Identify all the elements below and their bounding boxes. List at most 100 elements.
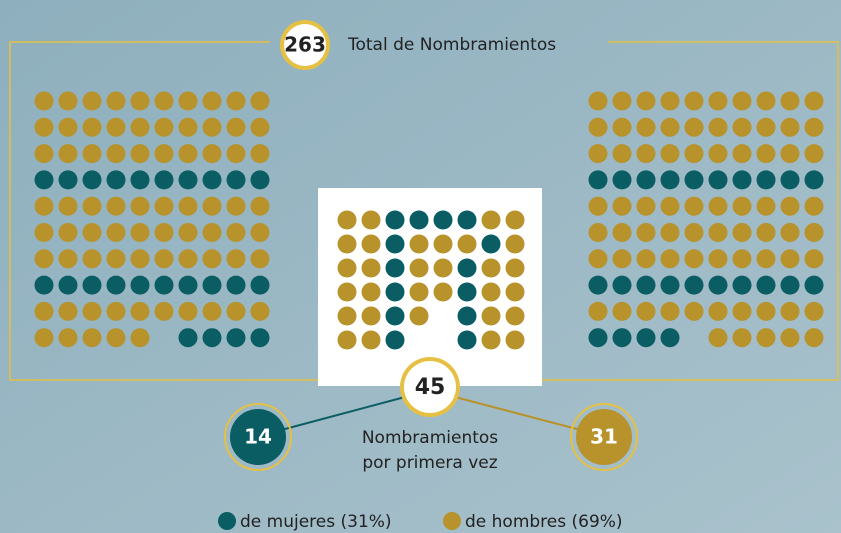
dot bbox=[636, 275, 656, 295]
dot bbox=[588, 301, 608, 321]
dot bbox=[82, 275, 102, 295]
first-label: por primera vez bbox=[362, 453, 497, 473]
dot bbox=[756, 223, 776, 242]
dot bbox=[82, 170, 102, 190]
dot bbox=[804, 223, 824, 242]
dot bbox=[636, 170, 656, 190]
total-label: Total de Nombramientos bbox=[347, 35, 556, 55]
dot bbox=[361, 258, 381, 278]
dot bbox=[804, 249, 824, 269]
dot bbox=[106, 275, 126, 295]
frame bbox=[9, 41, 839, 381]
dot bbox=[732, 196, 752, 216]
dot bbox=[732, 301, 752, 321]
women-value: 14 bbox=[244, 425, 272, 449]
dot-grids bbox=[34, 91, 824, 350]
dot bbox=[660, 328, 680, 348]
dot bbox=[250, 170, 270, 190]
dot bbox=[588, 144, 608, 164]
dot bbox=[337, 258, 357, 278]
dot bbox=[612, 301, 632, 321]
dot bbox=[34, 196, 54, 216]
dot bbox=[636, 328, 656, 348]
connector-men bbox=[454, 396, 593, 434]
dot bbox=[409, 258, 429, 278]
dot bbox=[154, 223, 174, 242]
dot bbox=[250, 144, 270, 164]
dot bbox=[106, 301, 126, 321]
dot bbox=[82, 196, 102, 216]
dot bbox=[612, 328, 632, 348]
dot bbox=[636, 223, 656, 242]
dot bbox=[361, 234, 381, 254]
dot bbox=[130, 144, 150, 164]
dot bbox=[202, 328, 222, 348]
dot bbox=[409, 306, 429, 326]
dot bbox=[756, 144, 776, 164]
dot bbox=[804, 328, 824, 348]
men-circle bbox=[576, 409, 632, 465]
dot bbox=[756, 275, 776, 295]
dot bbox=[588, 249, 608, 269]
dot bbox=[756, 301, 776, 321]
dot bbox=[202, 170, 222, 190]
dot bbox=[660, 91, 680, 111]
dot bbox=[385, 306, 405, 326]
dot bbox=[82, 91, 102, 111]
dot bbox=[660, 170, 680, 190]
dot bbox=[337, 210, 357, 230]
dot bbox=[154, 170, 174, 190]
dot bbox=[684, 91, 704, 111]
legend-swatch bbox=[218, 512, 236, 530]
dot bbox=[660, 196, 680, 216]
dot bbox=[409, 234, 429, 254]
dot bbox=[226, 275, 246, 295]
dot bbox=[250, 196, 270, 216]
dot bbox=[106, 144, 126, 164]
dot bbox=[82, 117, 102, 137]
dot bbox=[130, 170, 150, 190]
dot bbox=[385, 234, 405, 254]
dot bbox=[660, 117, 680, 137]
dot bbox=[106, 117, 126, 137]
dot bbox=[708, 249, 728, 269]
dot bbox=[250, 328, 270, 348]
dot bbox=[708, 196, 728, 216]
dot bbox=[457, 234, 477, 254]
dot bbox=[106, 249, 126, 269]
dot bbox=[154, 196, 174, 216]
dot bbox=[780, 249, 800, 269]
dot bbox=[34, 275, 54, 295]
dot bbox=[708, 144, 728, 164]
dot bbox=[154, 275, 174, 295]
dot bbox=[250, 301, 270, 321]
dot bbox=[337, 282, 357, 302]
dot bbox=[457, 282, 477, 302]
dot bbox=[612, 170, 632, 190]
dot bbox=[636, 301, 656, 321]
dot bbox=[732, 275, 752, 295]
men-ring bbox=[570, 403, 638, 471]
dot bbox=[409, 210, 429, 230]
dot bbox=[250, 249, 270, 269]
dot bbox=[361, 282, 381, 302]
total-value: 263 bbox=[284, 33, 326, 57]
dot bbox=[505, 330, 525, 350]
dot bbox=[202, 223, 222, 242]
dot bbox=[58, 144, 78, 164]
dot bbox=[178, 328, 198, 348]
dot bbox=[178, 223, 198, 242]
dot bbox=[756, 170, 776, 190]
dot bbox=[636, 117, 656, 137]
dot bbox=[106, 91, 126, 111]
dot bbox=[385, 330, 405, 350]
dot bbox=[457, 330, 477, 350]
dot bbox=[481, 282, 501, 302]
dot bbox=[337, 306, 357, 326]
dot bbox=[481, 258, 501, 278]
dot bbox=[226, 117, 246, 137]
dot bbox=[106, 223, 126, 242]
dot bbox=[660, 223, 680, 242]
dot bbox=[106, 328, 126, 348]
dot bbox=[804, 275, 824, 295]
